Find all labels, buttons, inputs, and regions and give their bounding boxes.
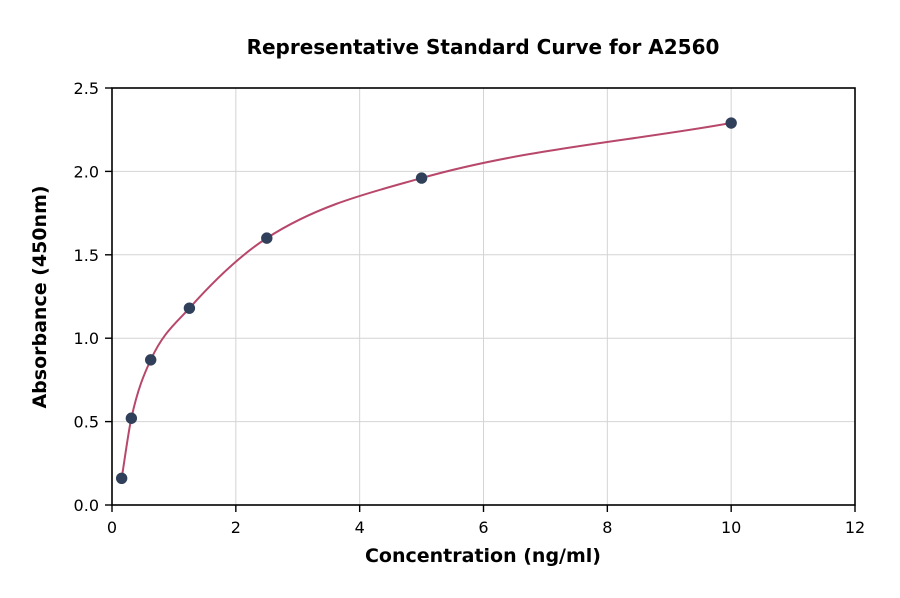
x-tick-label: 2 (231, 518, 241, 537)
y-tick-label: 2.5 (74, 79, 99, 98)
x-tick-label: 12 (845, 518, 865, 537)
axis-ticks: 0 2 4 6 8 10 12 0.0 0.5 1.0 1.5 2.0 2.5 (74, 79, 866, 537)
grid (111, 87, 856, 506)
y-tick-label: 0.5 (74, 413, 99, 432)
data-point (183, 302, 196, 314)
plot-frame (111, 87, 856, 506)
y-tick-label: 1.0 (74, 329, 99, 348)
fit-curve (120, 122, 733, 480)
x-tick-label: 4 (355, 518, 365, 537)
fit-curve-path (120, 122, 733, 480)
x-tick-label: 8 (602, 518, 612, 537)
data-point (145, 354, 157, 366)
data-point (415, 172, 428, 184)
x-tick-label: 6 (478, 518, 488, 537)
data-point (115, 472, 128, 485)
x-tick-label: 10 (721, 518, 741, 537)
x-axis-label: Concentration (ng/ml) (365, 545, 601, 567)
data-point (125, 412, 138, 424)
y-tick-label: 1.5 (74, 246, 99, 265)
chart-title: Representative Standard Curve for A2560 (247, 35, 720, 59)
x-tick-label: 0 (107, 518, 117, 537)
data-point (261, 232, 273, 244)
data-points (115, 117, 737, 485)
y-tick-label: 2.0 (74, 162, 99, 181)
y-tick-label: 0.0 (74, 496, 99, 515)
data-point (725, 117, 737, 129)
y-axis-label: Absorbance (450nm) (29, 185, 51, 408)
